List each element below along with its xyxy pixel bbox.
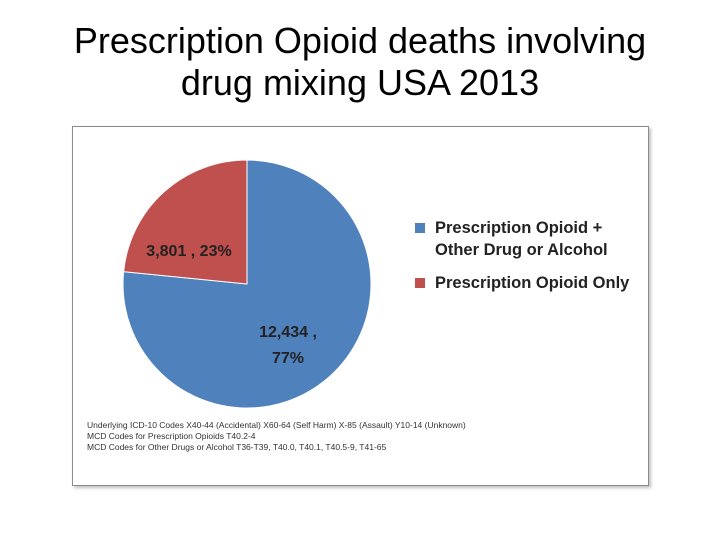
legend-swatch-blue <box>415 223 425 233</box>
footnotes: Underlying ICD-10 Codes X40-44 (Accident… <box>87 420 632 453</box>
slide-title: Prescription Opioid deaths involving dru… <box>40 20 680 104</box>
data-label-opioid-plus-other-percent: 77% <box>272 350 304 367</box>
data-label-opioid-plus-other-count: 12,434 , <box>259 324 317 341</box>
footnote-mcd-other-drugs: MCD Codes for Other Drugs or Alcohol T36… <box>87 442 387 452</box>
legend-item-opioid-only: Prescription Opioid Only <box>415 272 640 294</box>
legend-swatch-red <box>415 278 425 288</box>
title-line-2: drug mixing USA 2013 <box>180 62 540 103</box>
data-label-opioid-only: 3,801 , 23% <box>146 243 231 260</box>
legend-item-opioid-plus-other: Prescription Opioid + Other Drug or Alco… <box>415 217 640 261</box>
pie-chart: 12,434 , 77% 3,801 , 23% <box>122 159 372 409</box>
legend-label-line-2: Other Drug or Alcohol <box>435 241 608 259</box>
legend-label-line-1: Prescription Opioid + <box>435 219 603 237</box>
pie-slice-opioid-only <box>123 159 248 285</box>
title-line-1: Prescription Opioid deaths involving <box>73 20 647 61</box>
footnote-icd-codes: Underlying ICD-10 Codes X40-44 (Accident… <box>87 420 466 430</box>
legend-label: Prescription Opioid Only <box>435 272 640 294</box>
chart-frame: 12,434 , 77% 3,801 , 23% Prescription Op… <box>72 126 649 486</box>
footnote-mcd-opioids: MCD Codes for Prescription Opioids T40.2… <box>87 431 256 441</box>
legend-label-line-1: Prescription Opioid Only <box>435 274 630 292</box>
legend: Prescription Opioid + Other Drug or Alco… <box>415 217 640 305</box>
legend-label: Prescription Opioid + Other Drug or Alco… <box>435 217 640 261</box>
